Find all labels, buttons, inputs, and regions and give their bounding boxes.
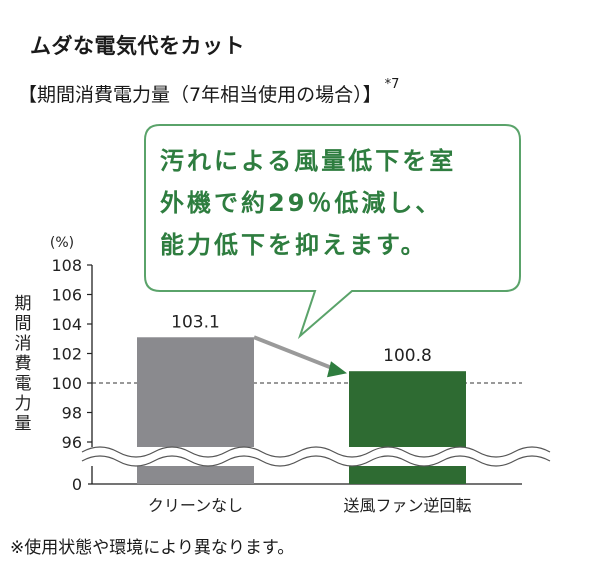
callout-line: 汚れによる風量低下を室 xyxy=(160,147,457,175)
page-title: ムダな電気代をカット xyxy=(30,34,245,58)
footnote: ※使用状態や環境により異なります。 xyxy=(10,538,295,558)
callout-bubble xyxy=(144,124,521,340)
callout-line: 能力低下を抑えます。 xyxy=(160,231,428,259)
axis-break-band xyxy=(82,447,524,466)
y-axis-label: 期間消費電力量 xyxy=(11,294,35,434)
callout-text: 汚れによる風量低下を室 外機で約29％低減し、 能力低下を抑えます。 xyxy=(160,140,520,266)
x-tick-label: クリーンなし xyxy=(148,496,243,515)
data-label: 103.1 xyxy=(171,312,220,332)
bar xyxy=(349,371,466,484)
y-unit-label: (%) xyxy=(50,235,74,251)
decrease-arrow-line xyxy=(253,335,336,372)
y-tick-label: 102 xyxy=(51,345,82,364)
data-label: 100.8 xyxy=(383,346,432,366)
y-tick-label: 108 xyxy=(51,256,82,275)
y-tick-label: 0 xyxy=(72,475,82,494)
decrease-arrow-head xyxy=(327,361,347,378)
x-tick-label: 送風ファン逆回転 xyxy=(343,496,471,515)
y-tick-label: 106 xyxy=(51,286,82,305)
subtitle-note: *7 xyxy=(384,76,400,92)
y-axis-label-text: 期間消費電力量 xyxy=(14,294,32,434)
y-tick-label: 100 xyxy=(51,374,82,393)
y-tick-label: 96 xyxy=(62,433,82,452)
y-tick-label: 104 xyxy=(51,315,82,334)
axis-break-line xyxy=(81,455,551,467)
chart-subtitle: 【期間消費電力量（7年相当使用の場合）】 *7 xyxy=(18,76,400,107)
callout-line: 外機で約29％低減し、 xyxy=(160,189,443,217)
y-tick-label: 98 xyxy=(62,404,82,423)
subtitle-text: 【期間消費電力量（7年相当使用の場合）】 xyxy=(18,84,382,106)
axis-break-line xyxy=(81,446,551,458)
